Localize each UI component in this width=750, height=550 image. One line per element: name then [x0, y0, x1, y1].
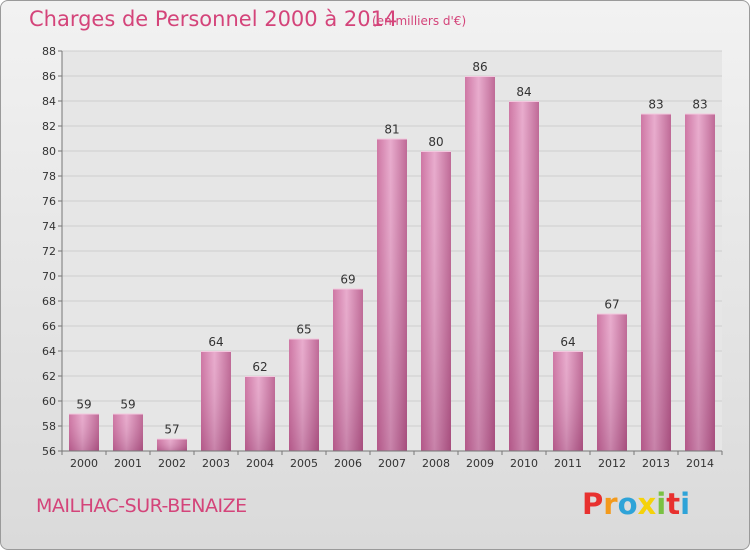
bar-shade	[465, 76, 495, 451]
bar-shade	[421, 151, 451, 451]
bar-2001: 59	[113, 398, 143, 451]
x-tick-label: 2009	[466, 457, 494, 470]
logo-letter: o	[617, 487, 638, 521]
bar-2003: 64	[201, 335, 231, 451]
data-label: 69	[340, 273, 355, 287]
bar-shade	[641, 113, 671, 451]
bar-shade	[157, 438, 187, 451]
y-tick-label: 78	[42, 170, 56, 183]
y-tick-label: 68	[42, 295, 56, 308]
x-tick-label: 2004	[246, 457, 274, 470]
bar-shade	[333, 288, 363, 451]
bar-shade	[113, 413, 143, 451]
location-label: MAILHAC-SUR-BENAIZE	[36, 495, 247, 517]
data-label: 83	[648, 98, 663, 112]
bar-2004: 62	[245, 360, 275, 451]
y-tick-label: 56	[42, 445, 56, 458]
brand-logo: Proxiti	[582, 487, 690, 521]
logo-letter: P	[582, 487, 604, 521]
x-tick-label: 2011	[554, 457, 582, 470]
data-label: 59	[120, 398, 135, 412]
y-tick-label: 62	[42, 370, 56, 383]
y-tick-label: 84	[42, 95, 56, 108]
bar-2011: 64	[553, 335, 583, 451]
x-tick-label: 2003	[202, 457, 230, 470]
y-tick-label: 66	[42, 320, 56, 333]
y-tick-label: 64	[42, 345, 56, 358]
y-tick-label: 70	[42, 270, 56, 283]
bar-shade	[289, 338, 319, 451]
x-tick-label: 2005	[290, 457, 318, 470]
bar-shade	[377, 138, 407, 451]
x-tick-label: 2002	[158, 457, 186, 470]
bar-2007: 81	[377, 123, 407, 451]
bar-2008: 80	[421, 135, 451, 451]
y-tick-label: 72	[42, 245, 56, 258]
logo-letter: r	[603, 487, 618, 521]
data-label: 81	[384, 123, 399, 137]
x-tick-label: 2013	[642, 457, 670, 470]
x-tick-label: 2014	[686, 457, 714, 470]
data-label: 67	[604, 298, 619, 312]
bar-2006: 69	[333, 273, 363, 451]
bar-2000: 59	[69, 398, 99, 451]
y-tick-label: 86	[42, 70, 56, 83]
chart-title: Charges de Personnel 2000 à 2014	[29, 7, 398, 31]
y-tick-label: 80	[42, 145, 56, 158]
logo-letter: t	[666, 487, 681, 521]
bar-shade	[597, 313, 627, 451]
bar-shade	[201, 351, 231, 451]
y-tick-label: 58	[42, 420, 56, 433]
bar-shade	[685, 113, 715, 451]
data-label: 80	[428, 135, 443, 149]
y-tick-label: 74	[42, 220, 56, 233]
logo-letter: x	[637, 487, 657, 521]
bar-2013: 83	[641, 98, 671, 451]
data-label: 64	[208, 335, 223, 349]
data-label: 65	[296, 323, 311, 337]
bar-2012: 67	[597, 298, 627, 451]
y-tick-label: 60	[42, 395, 56, 408]
y-tick-label: 82	[42, 120, 56, 133]
y-tick-label: 76	[42, 195, 56, 208]
x-tick-label: 2010	[510, 457, 538, 470]
bar-shade	[245, 376, 275, 451]
y-tick-label: 88	[42, 45, 56, 58]
bar-2009: 86	[465, 60, 495, 451]
data-label: 62	[252, 360, 267, 374]
data-label: 86	[472, 60, 487, 74]
x-tick-label: 2000	[70, 457, 98, 470]
x-tick-label: 2001	[114, 457, 142, 470]
x-tick-label: 2007	[378, 457, 406, 470]
data-label: 59	[76, 398, 91, 412]
x-tick-label: 2006	[334, 457, 362, 470]
bar-shade	[69, 413, 99, 451]
data-label: 64	[560, 335, 575, 349]
bar-2005: 65	[289, 323, 319, 451]
logo-letter: i	[656, 487, 667, 521]
bar-shade	[553, 351, 583, 451]
chart-subtitle: (en milliers d'€)	[372, 14, 467, 28]
x-tick-label: 2012	[598, 457, 626, 470]
logo-letter: i	[680, 487, 691, 521]
bar-2014: 83	[685, 98, 715, 451]
data-label: 83	[692, 98, 707, 112]
bar-2010: 84	[509, 85, 539, 451]
data-label: 57	[164, 423, 179, 437]
bar-shade	[509, 101, 539, 451]
data-label: 84	[516, 85, 531, 99]
bar-2002: 57	[157, 423, 187, 451]
x-tick-label: 2008	[422, 457, 450, 470]
